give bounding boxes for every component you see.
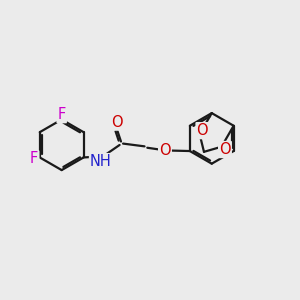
Text: F: F (30, 151, 38, 166)
Text: NH: NH (90, 154, 112, 169)
Text: O: O (219, 142, 231, 157)
Text: O: O (111, 115, 123, 130)
Text: O: O (196, 123, 208, 138)
Text: O: O (159, 143, 171, 158)
Text: F: F (58, 107, 66, 122)
